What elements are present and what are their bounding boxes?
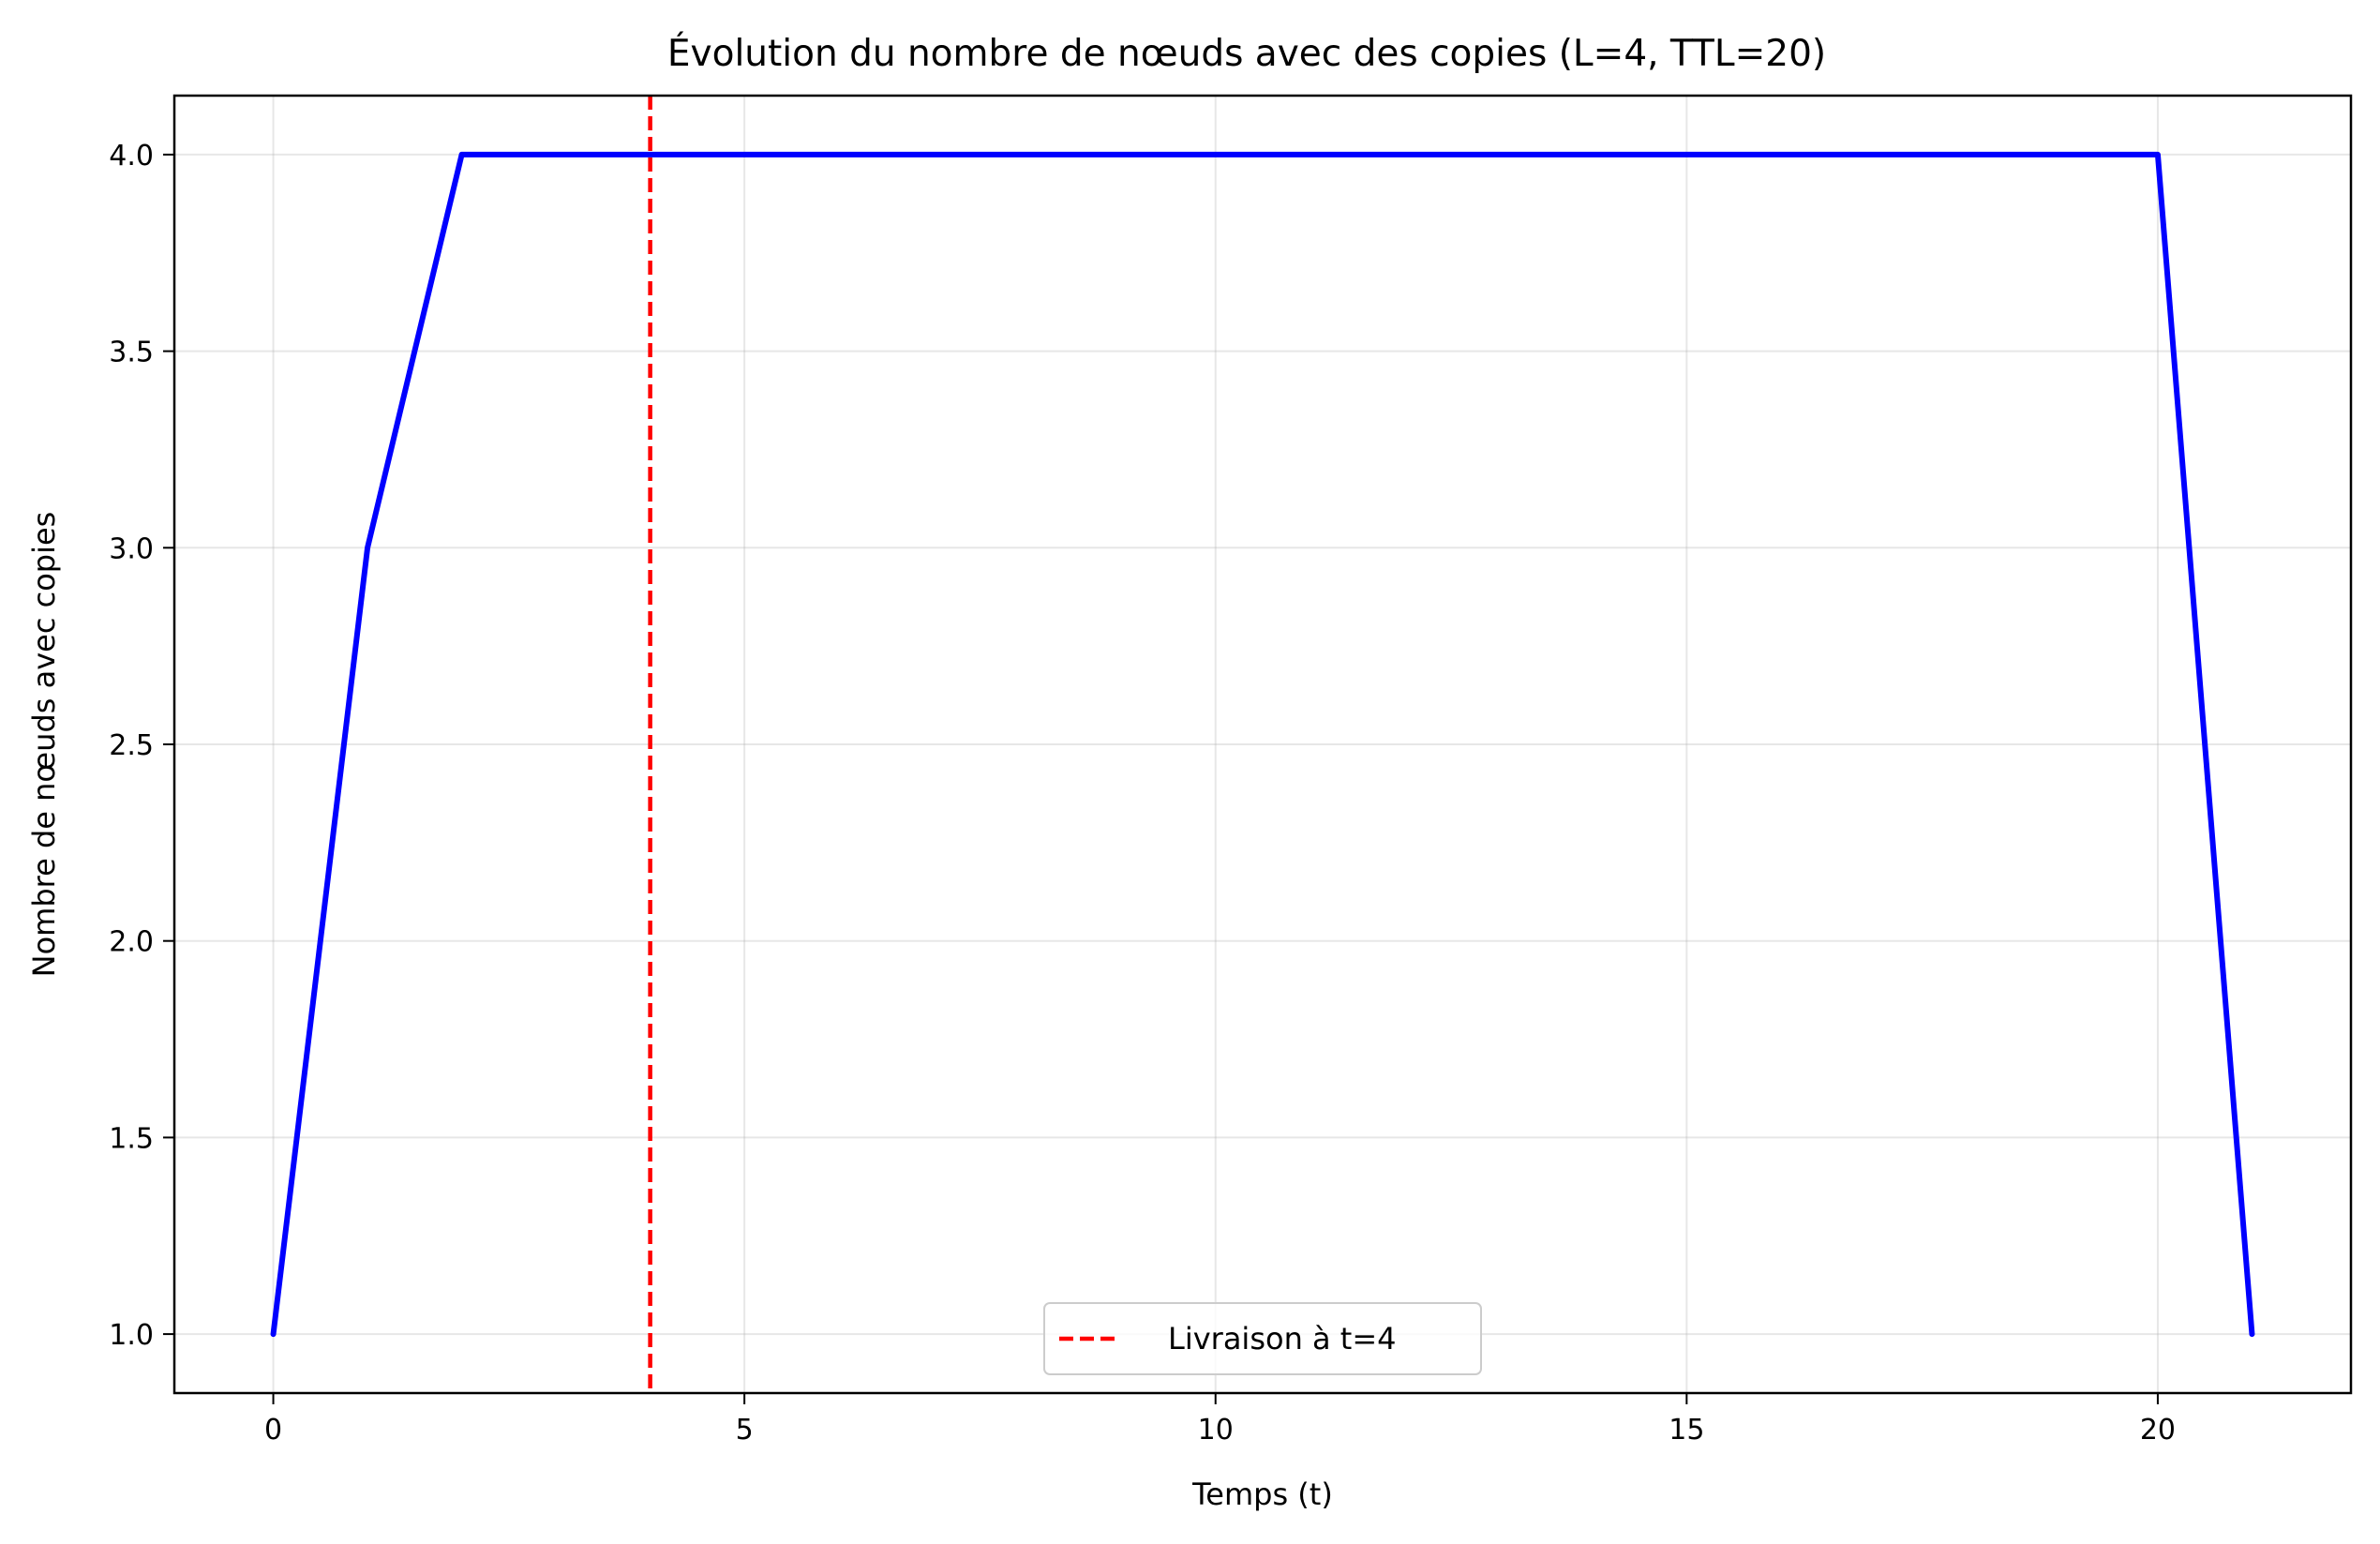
x-tick-label: 5 xyxy=(736,1414,754,1447)
x-tick-label: 10 xyxy=(1198,1414,1234,1447)
x-axis-label: Temps (t) xyxy=(1191,1477,1333,1512)
y-tick-label: 1.5 xyxy=(109,1122,154,1155)
x-tick-label: 20 xyxy=(2140,1414,2176,1447)
y-axis: 1.0 1.5 2.0 2.5 3.0 3.5 4.0 xyxy=(109,140,174,1352)
y-tick-label: 3.0 xyxy=(109,532,154,565)
chart-title: Évolution du nombre de nœuds avec des co… xyxy=(667,31,1826,75)
legend: Livraison à t=4 xyxy=(1043,1302,1482,1375)
plot-area xyxy=(172,94,2353,1395)
y-tick-label: 3.5 xyxy=(109,337,154,369)
series-layer xyxy=(270,151,2255,1338)
x-axis: 0 5 10 15 20 xyxy=(264,1393,2176,1447)
x-tick-label: 0 xyxy=(264,1414,282,1447)
plot-background xyxy=(174,96,2351,1393)
series-line-0 xyxy=(270,151,2255,1338)
x-tick-label: 15 xyxy=(1669,1414,1704,1447)
legend-box xyxy=(1043,1302,1482,1375)
y-tick-label: 4.0 xyxy=(109,140,154,172)
legend-entry-delivery: Livraison à t=4 xyxy=(1168,1321,1397,1357)
y-axis-label: Nombre de nœuds avec copies xyxy=(26,512,62,978)
y-tick-label: 2.0 xyxy=(109,926,154,959)
y-tick-label: 1.0 xyxy=(109,1319,154,1352)
y-tick-label: 2.5 xyxy=(109,729,154,762)
